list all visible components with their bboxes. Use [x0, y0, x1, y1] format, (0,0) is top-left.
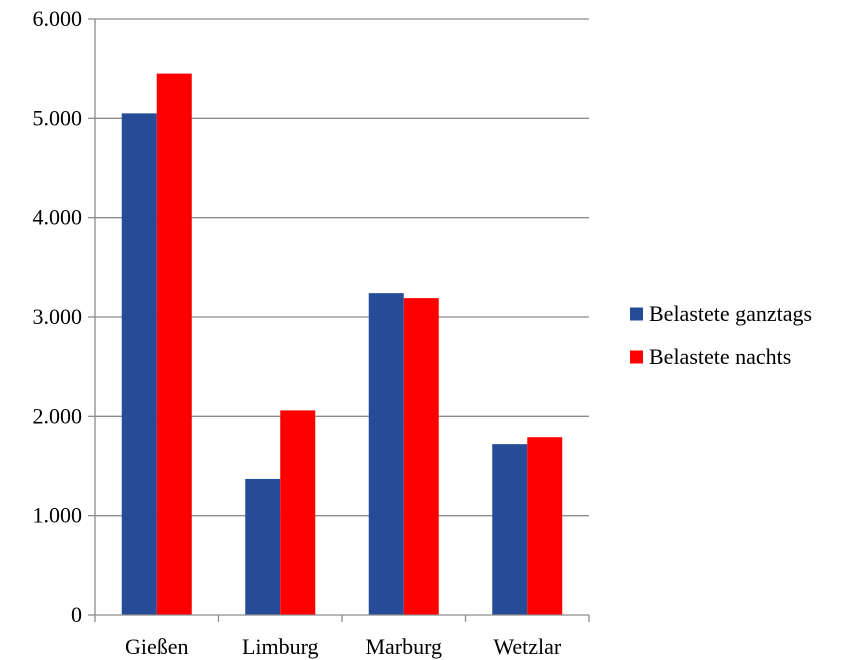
bar-nachts [403, 298, 439, 615]
bar-nachts [156, 73, 192, 616]
legend-label: Belastete ganztags [649, 301, 812, 326]
bars [121, 73, 563, 616]
y-tick-label: 6.000 [33, 6, 83, 31]
y-tick-label: 5.000 [33, 105, 83, 130]
bar-ganztags [121, 113, 157, 615]
bar-ganztags [368, 293, 404, 615]
y-tick-label: 2.000 [33, 403, 83, 428]
y-tick-label: 3.000 [33, 304, 83, 329]
y-tick-label: 1.000 [33, 503, 83, 528]
x-tick-label: Wetzlar [493, 634, 562, 659]
legend-swatch [630, 350, 643, 364]
y-axis-ticks: 0 1.000 2.000 3.000 4.000 5.000 6.000 [33, 6, 95, 627]
y-tick-label: 4.000 [33, 205, 83, 230]
x-axis-ticks: Gießen Limburg Marburg Wetzlar [94, 615, 590, 659]
x-tick-label: Marburg [365, 634, 442, 659]
legend: Belastete ganztags Belastete nachts [630, 301, 812, 369]
x-tick-label: Limburg [242, 634, 319, 659]
legend-swatch [630, 307, 643, 321]
y-tick-label: 0 [71, 602, 82, 627]
x-tick-label: Gießen [125, 634, 189, 659]
legend-label: Belastete nachts [649, 344, 791, 369]
bar-nachts [280, 410, 316, 615]
bar-ganztags [492, 444, 528, 615]
bar-nachts [527, 437, 563, 615]
bar-ganztags [245, 478, 281, 615]
